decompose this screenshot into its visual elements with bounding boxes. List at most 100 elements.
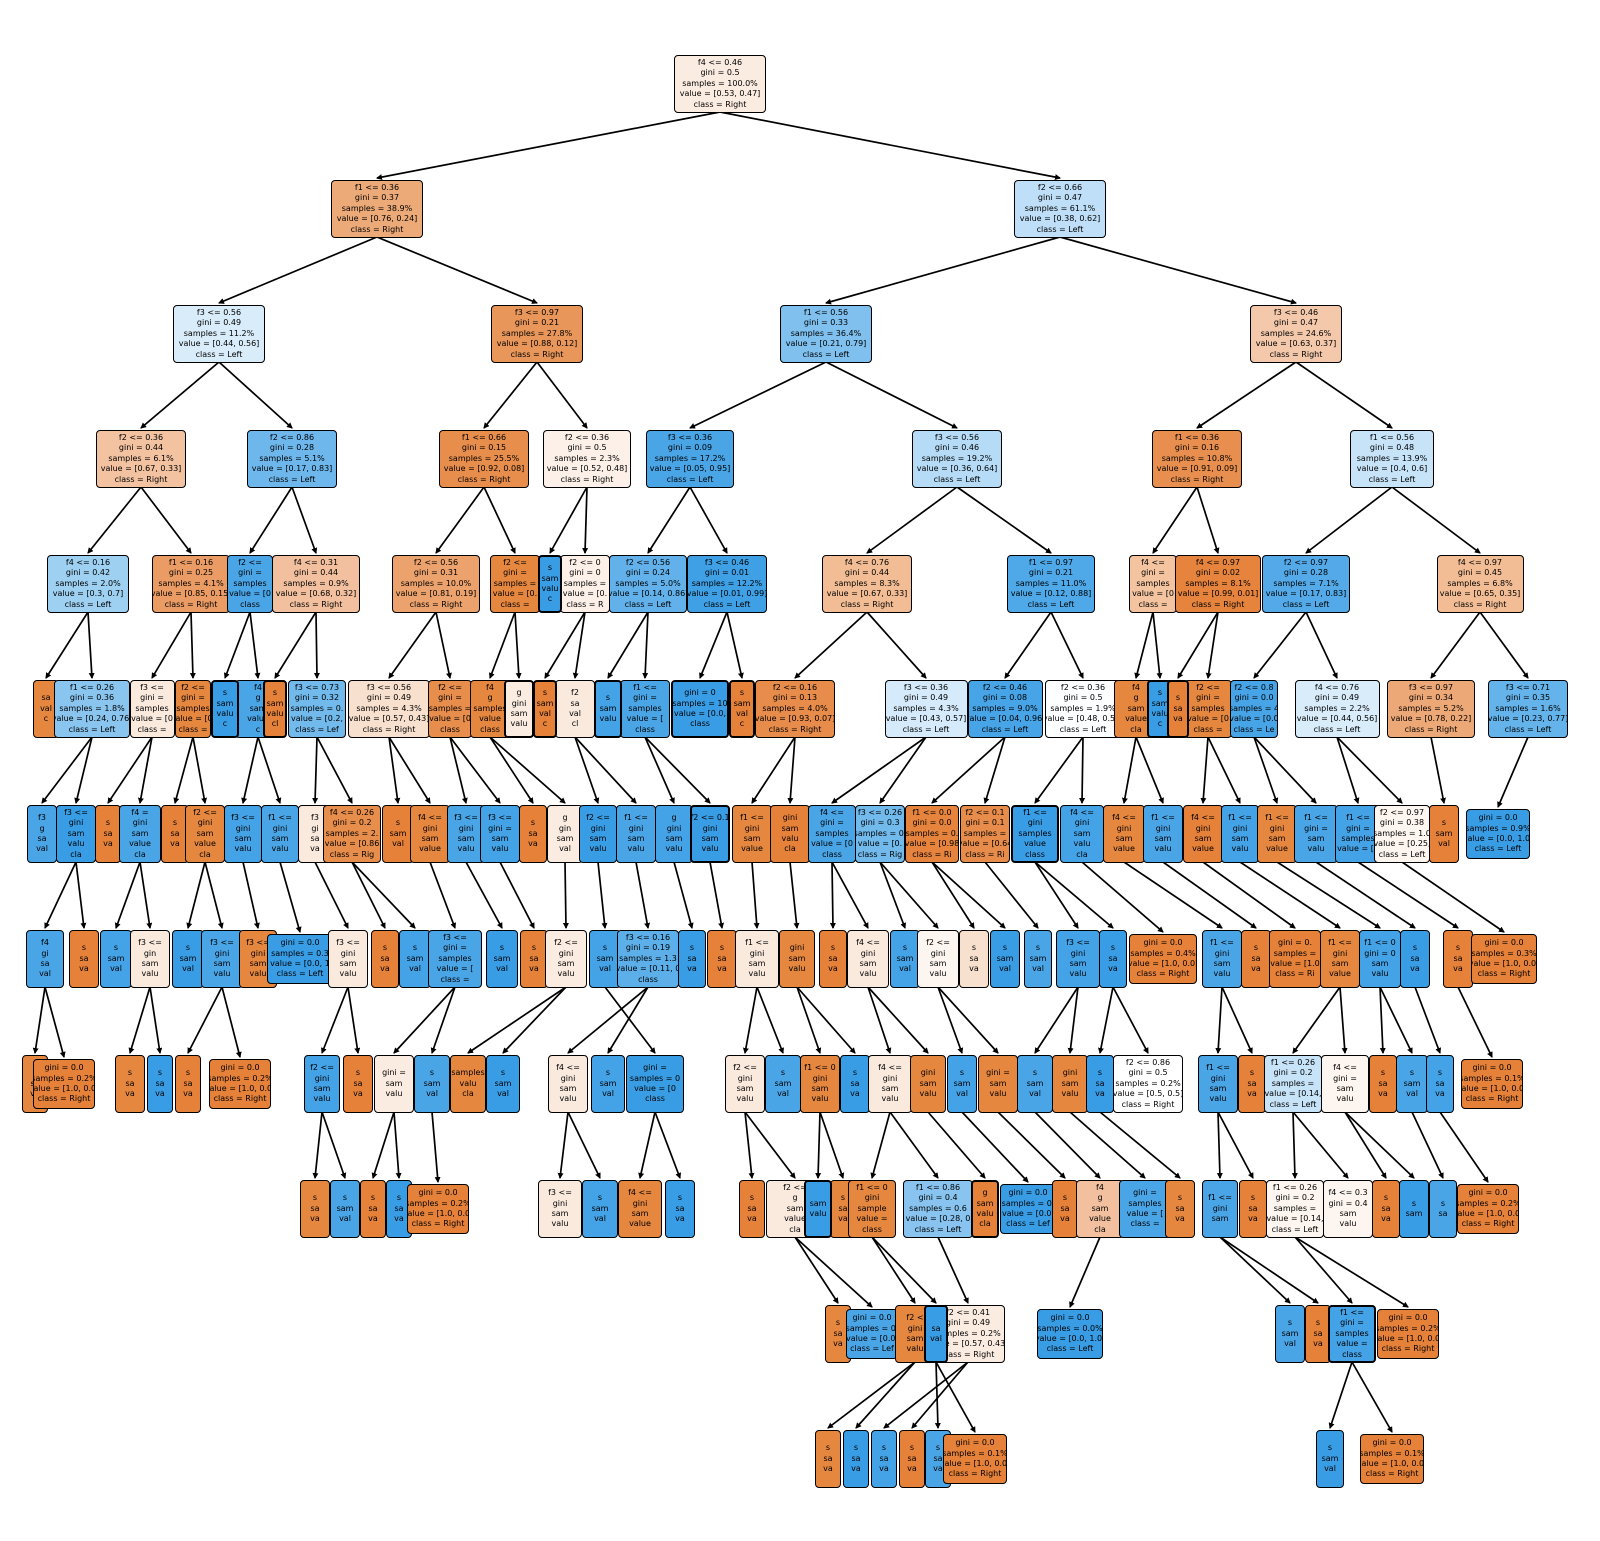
tree-node-c5: f3 <= 0.36 gini = 0.09 samples = 17.2% valu…	[646, 430, 734, 488]
node-text-line: gini	[422, 823, 438, 833]
node-text-line: g	[487, 693, 493, 703]
node-text-line: s	[395, 818, 401, 828]
node-text-line: value = [0.67, 0.33]	[100, 464, 182, 474]
node-text-line: samples = 4.0%	[762, 703, 828, 713]
tree-edge	[75, 861, 87, 929]
node-text-line: sa	[368, 1203, 378, 1213]
node-text-line: gini	[1269, 823, 1285, 833]
node-text-line: gini = 0.2	[1273, 1068, 1313, 1078]
tree-node-e5m: s sam valu c	[211, 680, 239, 738]
node-text-line: f2 <= 0.36	[1060, 682, 1106, 692]
node-text-line: samples = 0.1%	[943, 1448, 1007, 1458]
node-text-line: valu	[976, 1209, 994, 1218]
node-text-line: val	[956, 1089, 968, 1099]
tree-node-g27: s sam val	[990, 930, 1020, 988]
node-text-line: sam	[1321, 1453, 1339, 1463]
node-text-line: f1 <= 0.36	[1174, 432, 1220, 442]
tree-node-h10: s sam val	[414, 1055, 450, 1113]
node-text-line: value = [0.5, 0.5]	[1113, 1089, 1183, 1099]
tree-node-g14: s sa va	[520, 930, 548, 988]
node-text-line: s	[1253, 943, 1259, 953]
node-text-line: class = Right	[941, 1349, 995, 1359]
node-text-line: sam	[559, 1084, 577, 1093]
node-text-line: gini = 0.5	[1128, 1068, 1168, 1078]
tree-node-h23: gini = sam valu	[978, 1055, 1018, 1113]
node-text-line: samples = 6.1%	[108, 453, 174, 463]
node-text-line: samples = 5.0%	[615, 578, 681, 588]
node-text-line: value = [0.68, 0.32]	[275, 589, 357, 599]
tree-node-h16: f2 <= gini sam valu	[725, 1055, 765, 1113]
tree-node-j9: f1 <= gini = samples value = class	[1328, 1305, 1376, 1363]
node-text-line: sam	[929, 959, 947, 968]
node-text-line: sam	[1061, 1078, 1079, 1088]
tree-edge	[431, 1111, 441, 1183]
node-text-line: gini = 0.5	[1063, 693, 1103, 703]
tree-node-f14: f3 <= gini = sam valu	[480, 805, 520, 863]
node-text-line: gini = 0.4	[1328, 1198, 1368, 1208]
node-text-line: samples = 0.9%	[1466, 823, 1530, 833]
tree-edge	[557, 1111, 569, 1179]
tree-edge	[582, 486, 589, 554]
tree-edge	[1123, 861, 1223, 929]
node-text-line: gini	[860, 948, 876, 958]
node-text-line: sa	[570, 698, 580, 708]
node-text-line: sam	[627, 834, 645, 843]
node-text-line: f3 <= 0.46	[1273, 307, 1319, 317]
tree-edge	[1099, 1111, 1181, 1179]
tree-node-g32: f1 <= gini sam valu	[1202, 930, 1242, 988]
tree-edge	[241, 736, 259, 804]
tree-node-g31: gini = 0.0 samples = 0.4% value = [1.0, 0.…	[1129, 934, 1197, 984]
node-text-line: val	[40, 703, 52, 713]
node-text-line: f3 <= 0.73	[294, 682, 340, 692]
tree-node-i20: gini = samples value = [class =	[1119, 1180, 1171, 1238]
node-text-line: value	[741, 844, 763, 854]
node-text-line: cla	[1076, 849, 1088, 859]
node-text-line: f1 <= 0	[1364, 938, 1396, 948]
node-text-line: va	[380, 964, 390, 974]
node-text-line: valu	[1213, 969, 1231, 979]
node-text-line: gini = 0.3	[860, 818, 900, 828]
tree-node-a1: f1 <= 0.36 gini = 0.37 samples = 38.9% valu…	[331, 180, 423, 238]
node-text-line: sam	[1115, 834, 1133, 843]
tree-node-f16: g gin sam val	[547, 805, 583, 863]
node-text-line: value = [0.64	[960, 839, 1010, 849]
node-text-line: gini = 0.08	[982, 693, 1028, 703]
tree-edge	[751, 736, 796, 804]
node-text-line: samples	[1018, 828, 1052, 838]
tree-edge	[879, 861, 939, 929]
tree-node-k8: gini = 0.0 samples = 0.1% value = [1.0, 0.…	[1360, 1434, 1424, 1484]
node-text-line: samples = 0.	[855, 828, 905, 838]
node-text-line: sam	[313, 1084, 331, 1093]
tree-edge	[935, 1361, 976, 1433]
tree-node-j6: gini = 0.0 samples = 0.0% value = [0.0, 1.…	[1037, 1309, 1103, 1359]
node-text-line: class = Right	[693, 99, 747, 109]
tree-edge	[855, 1361, 916, 1429]
tree-edge	[1069, 1111, 1146, 1179]
tree-edge	[726, 611, 744, 679]
node-text-line: value = [0.01, 0.99]	[687, 589, 767, 599]
node-text-line: value = [0.3, 0.7]	[52, 589, 124, 599]
node-text-line: va	[838, 1214, 848, 1224]
node-text-line: value =	[1336, 1339, 1368, 1349]
node-text-line: f2 <= 0.46	[982, 682, 1028, 692]
tree-node-b1: f3 <= 0.56 gini = 0.49 samples = 11.2% valu…	[173, 305, 265, 363]
node-text-line: s	[370, 1193, 376, 1203]
node-text-line: sa	[310, 834, 320, 843]
node-text-line: sam	[748, 959, 766, 968]
node-text-line: value = [0	[131, 714, 173, 724]
node-text-line: f3 <=	[64, 807, 88, 817]
node-text-line: class = Left	[195, 349, 243, 359]
node-text-line: gini = 0.0	[1484, 938, 1524, 948]
node-text-line: sa	[529, 953, 539, 963]
node-text-line: samples = 36.4%	[790, 328, 862, 338]
tree-edge	[1411, 1111, 1444, 1179]
node-text-line: class = Right	[362, 724, 416, 734]
node-text-line: f3 <= 0.36	[903, 682, 949, 692]
tree-node-f19: g gini sam valu	[655, 805, 693, 863]
tree-node-g30: s sa va	[1099, 930, 1127, 988]
tree-edge	[1196, 486, 1220, 554]
tree-node-g19: s sa va	[707, 930, 737, 988]
tree-node-g26: s sa va	[959, 930, 989, 988]
